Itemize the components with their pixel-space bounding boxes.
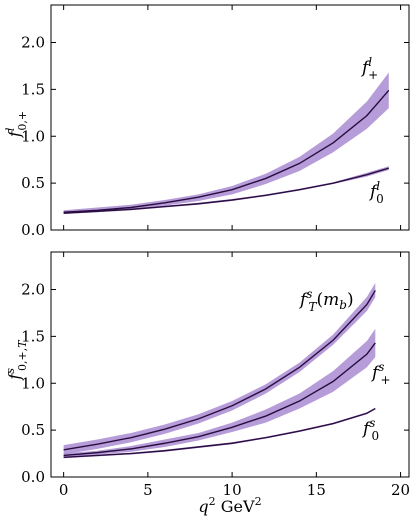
- bottom-y-tick-label: 0.5: [21, 421, 45, 439]
- bottom-y-tick-label: 1.0: [21, 374, 45, 392]
- top-bands: [63, 72, 389, 215]
- bottom-y-tick-label: 0.0: [21, 468, 45, 486]
- top-band-0: [63, 72, 389, 215]
- bottom-x-tick-label: 10: [223, 481, 242, 499]
- top-fplus-label: fl +: [360, 55, 378, 82]
- bottom-y-tick-label: 2.0: [21, 281, 45, 299]
- top-y-tick-label: 0.5: [21, 174, 45, 192]
- top-y-axis-label: fl0,+: [4, 111, 29, 138]
- bottom-fzero-label: fs 0: [361, 416, 379, 443]
- top-y-tick-label: 1.5: [21, 80, 45, 98]
- top-fzero-label: fl 0: [368, 179, 384, 206]
- bottom-x-tick-label: 15: [307, 481, 326, 499]
- top-series-line-0: [63, 89, 390, 213]
- top-panel: 0.0 0.5 1.0 1.5 2.0 fl0,+ fl + fl 0: [4, 4, 410, 239]
- bottom-y-tick-label: 1.5: [21, 327, 45, 345]
- top-y-tick-label: 1.0: [21, 127, 45, 145]
- bottom-x-tick-label: 0: [59, 481, 69, 499]
- top-y-tick-label: 0.0: [21, 221, 45, 239]
- top-plot-frame: [50, 4, 410, 231]
- bottom-series-line-1: [63, 342, 376, 457]
- bottom-y-axis-label: fs0,+,T: [4, 339, 29, 381]
- x-axis-label: q2 GeV2: [198, 495, 261, 516]
- top-y-tick-label: 2.0: [21, 34, 45, 52]
- bottom-panel: 0 5 10 15 200.00.51.01.52.0 fs0,+,T fs T(mb) …: [4, 251, 410, 516]
- top-lines: [63, 89, 390, 214]
- bottom-x-tick-label: 5: [143, 481, 153, 499]
- bottom-x-tick-label: 20: [391, 481, 410, 499]
- bottom-series-line-0: [63, 290, 376, 451]
- top-series-line-1: [63, 167, 389, 214]
- bottom-ticks: 0 5 10 15 20 0.0 0.5 1.0 1.5 2.0: [21, 252, 410, 499]
- bottom-plot-frame: [50, 251, 410, 478]
- top-ticks: 0.0 0.5 1.0 1.5 2.0: [21, 5, 409, 239]
- bottom-fplus-label: fs +: [370, 360, 391, 387]
- bottom-lines: [63, 290, 376, 459]
- bottom-series-line-2: [63, 407, 376, 459]
- bottom-ft-label: fs T(mb): [298, 287, 354, 314]
